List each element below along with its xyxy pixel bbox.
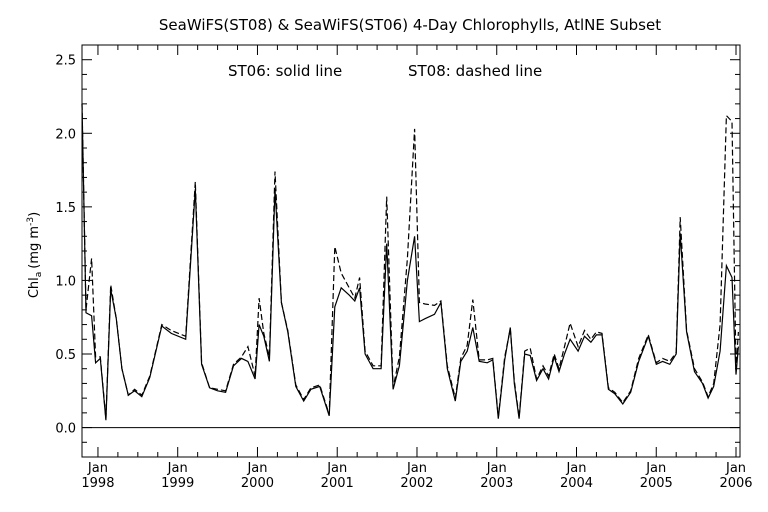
y-tick-label: 2.0: [55, 127, 76, 142]
x-axis-ticks: Jan1998Jan1999Jan2000Jan2001Jan2002Jan20…: [81, 45, 753, 491]
y-axis-label-text: Chla (mg m-3): [26, 212, 44, 298]
x-tick-year: 2003: [480, 476, 513, 491]
x-tick-year: 2002: [400, 476, 433, 491]
x-tick-month: Jan: [486, 461, 507, 476]
ylabel-unit-post: ): [27, 212, 42, 217]
x-tick-month: Jan: [645, 461, 666, 476]
x-tick-year: 2005: [640, 476, 673, 491]
plot-frame: [81, 44, 741, 458]
x-tick-year: 2004: [560, 476, 593, 491]
ylabel-sub: a: [34, 272, 44, 278]
y-tick-label: 1.0: [55, 274, 76, 289]
x-tick-year: 2000: [241, 476, 274, 491]
y-axis-ticks: 0.0 0.5 1.0 1.5 2.0 2.5: [55, 54, 740, 443]
x-tick-month: Jan: [87, 461, 108, 476]
annotation-st06: ST06: solid line: [228, 62, 342, 80]
x-tick-year: 1998: [81, 476, 114, 491]
x-tick-month: Jan: [406, 461, 427, 476]
x-tick-month: Jan: [326, 461, 347, 476]
y-tick-label: 0.0: [55, 422, 76, 437]
y-tick-label: 2.5: [55, 54, 76, 69]
x-tick-year: 2001: [321, 476, 354, 491]
ylabel-unit-sup: -3: [26, 217, 36, 226]
x-tick-month: Jan: [167, 461, 188, 476]
x-tick-month: Jan: [246, 461, 267, 476]
y-tick-label: 1.5: [55, 201, 76, 216]
x-tick-year: 1999: [161, 476, 194, 491]
annotation-st08: ST08: dashed line: [408, 62, 542, 80]
series-group: [81, 103, 739, 421]
series-line-st08: [81, 103, 739, 419]
x-tick-month: Jan: [725, 461, 746, 476]
y-tick-label: 0.5: [55, 348, 76, 363]
y-axis-label: Chla (mg m-3): [26, 212, 44, 298]
ylabel-unit-pre: (mg m: [27, 226, 42, 269]
series-line-st06: [81, 103, 739, 421]
x-tick-month: Jan: [565, 461, 586, 476]
chart-title: SeaWiFS(ST08) & SeaWiFS(ST06) 4-Day Chlo…: [159, 16, 661, 34]
ylabel-main: Chl: [27, 277, 42, 298]
x-tick-year: 2006: [719, 476, 752, 491]
